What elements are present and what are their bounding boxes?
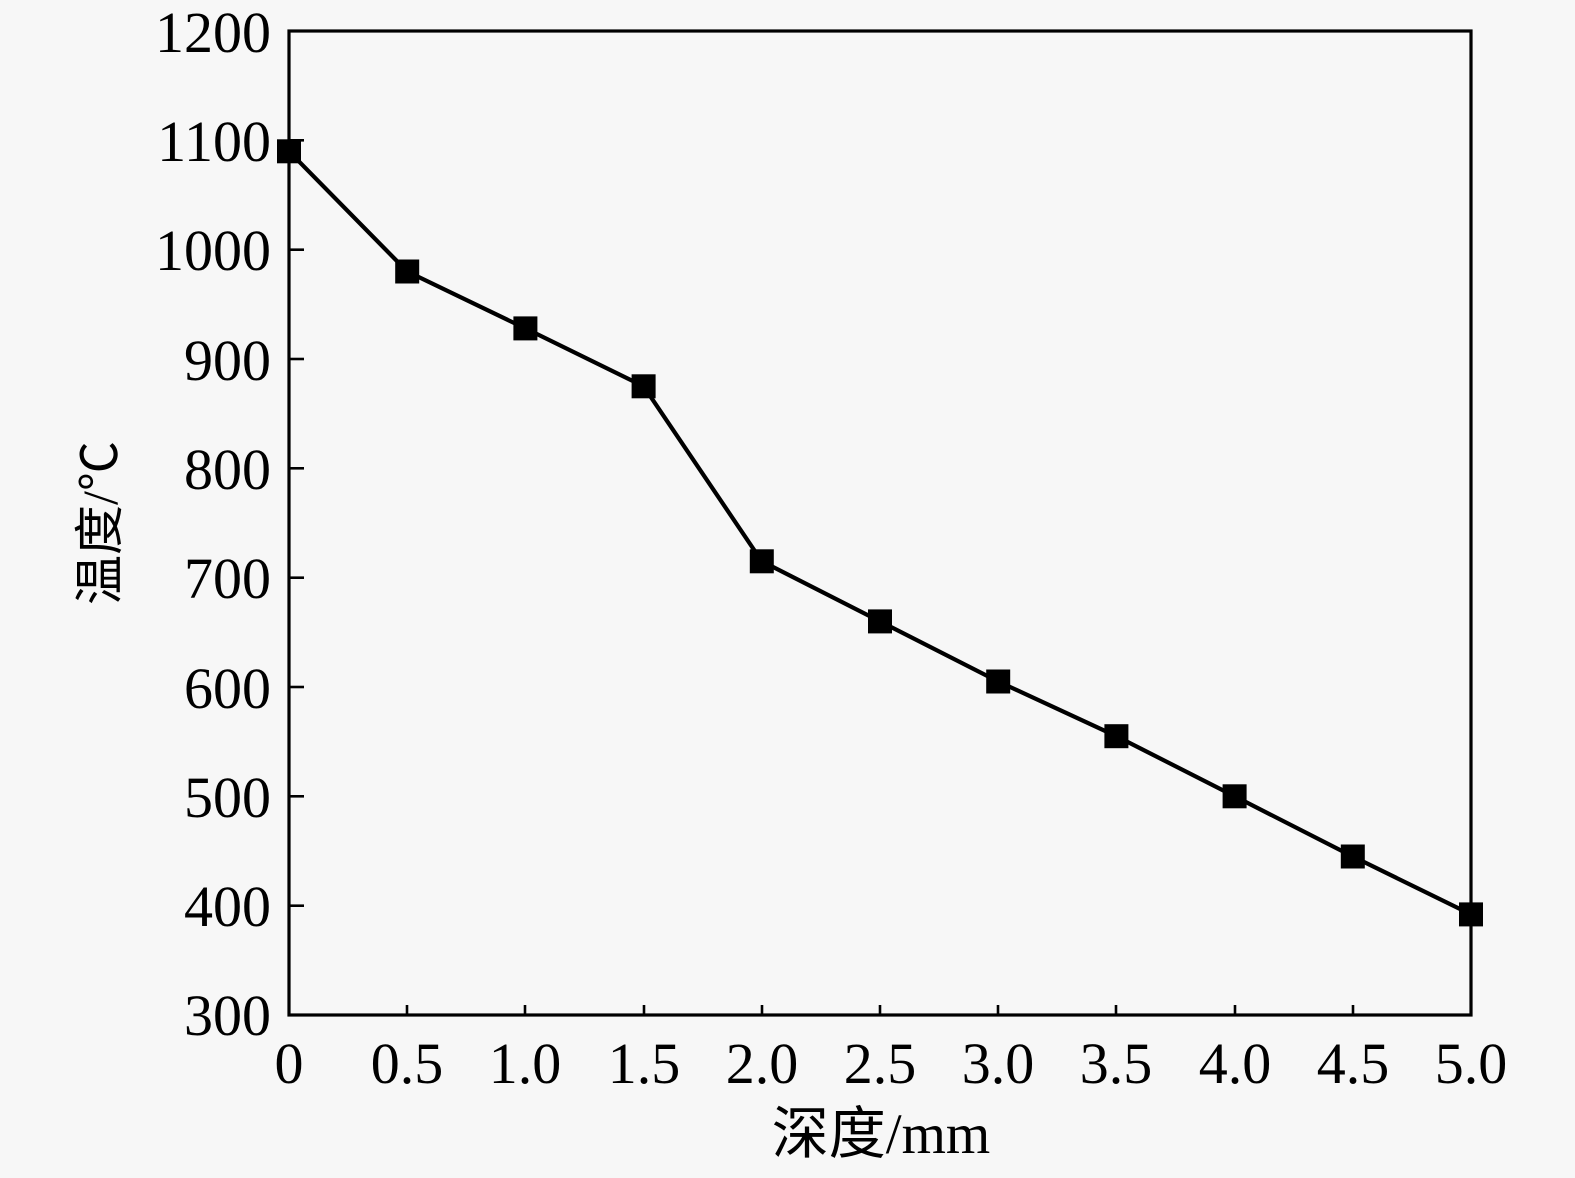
- svg-text:300: 300: [184, 983, 271, 1048]
- svg-text:800: 800: [184, 437, 271, 502]
- svg-text:2.5: 2.5: [844, 1031, 917, 1096]
- svg-text:温度/℃: 温度/℃: [72, 441, 128, 605]
- svg-text:900: 900: [184, 328, 271, 393]
- svg-text:700: 700: [184, 546, 271, 611]
- svg-text:2.0: 2.0: [726, 1031, 799, 1096]
- svg-text:0: 0: [275, 1031, 304, 1096]
- svg-text:1200: 1200: [155, 0, 271, 65]
- svg-text:4.0: 4.0: [1199, 1031, 1272, 1096]
- svg-text:600: 600: [184, 656, 271, 721]
- svg-text:5.0: 5.0: [1435, 1031, 1508, 1096]
- svg-text:1.5: 1.5: [608, 1031, 681, 1096]
- svg-text:4.5: 4.5: [1317, 1031, 1390, 1096]
- svg-text:1.0: 1.0: [489, 1031, 562, 1096]
- svg-text:400: 400: [184, 874, 271, 939]
- svg-text:深度/mm: 深度/mm: [772, 1103, 991, 1166]
- svg-text:1000: 1000: [155, 218, 271, 283]
- svg-text:3.0: 3.0: [962, 1031, 1035, 1096]
- svg-text:1100: 1100: [157, 109, 271, 174]
- svg-text:500: 500: [184, 765, 271, 830]
- svg-text:3.5: 3.5: [1080, 1031, 1153, 1096]
- svg-text:0.5: 0.5: [371, 1031, 444, 1096]
